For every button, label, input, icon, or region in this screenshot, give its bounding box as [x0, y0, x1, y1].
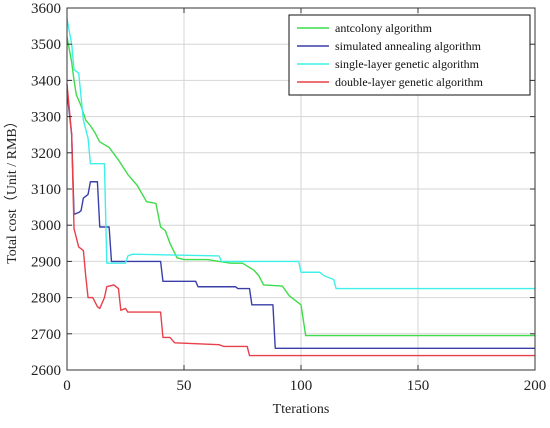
x-axis-title: Tterations — [273, 402, 330, 417]
x-tick-label: 200 — [524, 378, 547, 394]
y-tick-label: 3000 — [31, 218, 61, 234]
x-tick-label: 50 — [177, 378, 192, 394]
legend-label: single-layer genetic algorithm — [335, 57, 480, 71]
y-tick-label: 3600 — [31, 1, 61, 17]
y-tick-label: 2700 — [31, 327, 61, 343]
y-tick-label: 2600 — [31, 363, 61, 379]
legend: antcolony algorithm simulated annealing a… — [288, 14, 531, 96]
series-line — [66, 91, 535, 349]
axis-ticks: 0 50 100 150 200 2600 2700 2800 2900 3000 3100 3200… — [31, 1, 546, 394]
y-tick-label: 3500 — [31, 37, 61, 53]
y-tick-label: 3300 — [31, 110, 61, 126]
y-tick-label: 2900 — [31, 254, 61, 270]
series-line — [66, 83, 535, 357]
y-tick-label: 3100 — [31, 182, 61, 198]
y-axis-title: Total cost（Unit / RMB） — [4, 114, 20, 264]
x-tick-label: 0 — [63, 378, 71, 394]
y-tick-label: 3400 — [31, 73, 61, 89]
legend-label: simulated annealing algorithm — [335, 39, 482, 53]
x-tick-label: 100 — [290, 378, 313, 394]
legend-label: double-layer genetic algorithm — [335, 75, 484, 89]
legend-box — [288, 14, 531, 96]
x-tick-label: 150 — [407, 378, 430, 394]
series-line — [66, 18, 535, 290]
legend-label: antcolony algorithm — [335, 21, 433, 35]
y-tick-label: 2800 — [31, 291, 61, 307]
y-tick-label: 3200 — [31, 146, 61, 162]
series-line — [66, 36, 535, 337]
series-lines — [66, 18, 535, 357]
